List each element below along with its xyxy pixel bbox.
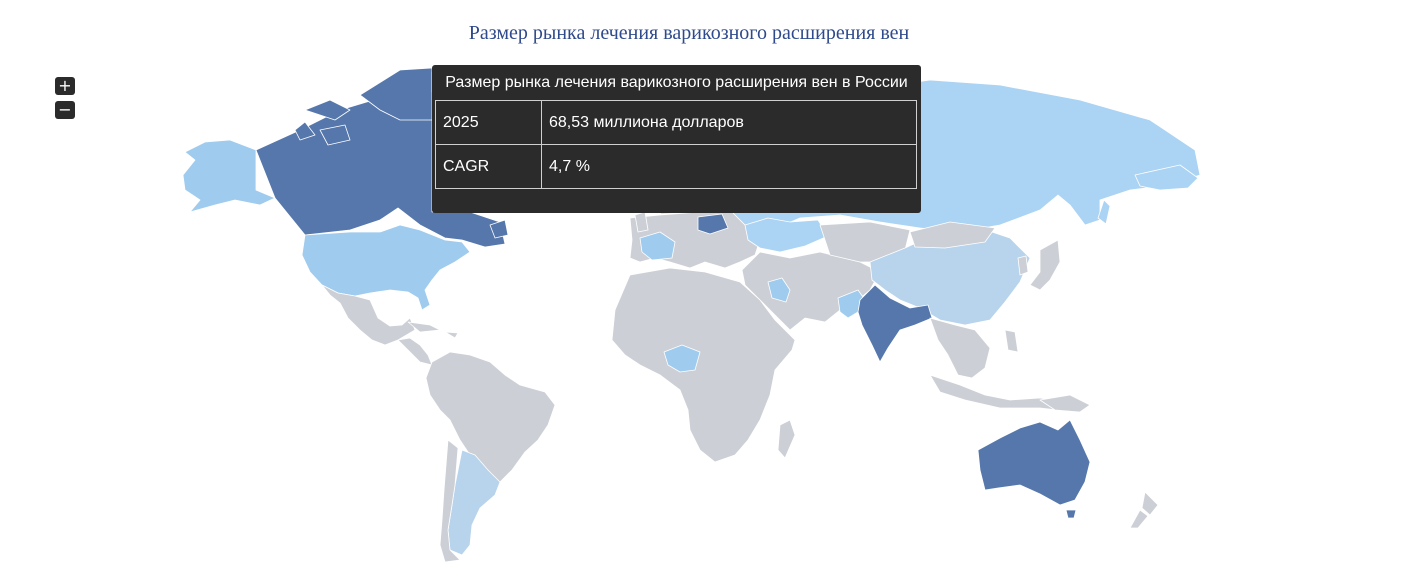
map-title: Размер рынка лечения варикозного расшире… bbox=[468, 22, 910, 44]
zoom-out-button[interactable]: − bbox=[55, 101, 75, 119]
country-us-alaska[interactable] bbox=[182, 139, 276, 213]
country-australia[interactable] bbox=[977, 419, 1091, 506]
region-caribbean[interactable] bbox=[407, 321, 459, 339]
tooltip-title: Размер рынка лечения варикозного расшире… bbox=[445, 74, 908, 91]
tooltip-row-year: 2025 68,53 миллиона долларов bbox=[435, 100, 917, 145]
country-india[interactable] bbox=[857, 284, 933, 363]
region-philippines[interactable] bbox=[1004, 329, 1019, 353]
country-tooltip: Размер рынка лечения варикозного расшире… bbox=[432, 65, 921, 213]
region-africa[interactable] bbox=[611, 267, 796, 463]
country-poland[interactable] bbox=[697, 213, 729, 235]
country-new-zealand[interactable] bbox=[1129, 491, 1159, 529]
country-chile[interactable] bbox=[439, 439, 461, 563]
tooltip-key: CAGR bbox=[435, 144, 542, 189]
tooltip-value: 68,53 миллиона долларов bbox=[541, 100, 917, 145]
country-uk[interactable] bbox=[634, 211, 649, 233]
country-russia-sakhalin[interactable] bbox=[1097, 199, 1111, 225]
country-nigeria[interactable] bbox=[663, 344, 701, 373]
country-mexico[interactable] bbox=[321, 284, 416, 346]
tooltip-value: 4,7 % bbox=[541, 144, 917, 189]
country-korea[interactable] bbox=[1017, 255, 1029, 276]
country-france[interactable] bbox=[639, 231, 676, 261]
region-papua-new-guinea[interactable] bbox=[1039, 394, 1091, 413]
tooltip-table: 2025 68,53 миллиона долларов CAGR 4,7 % bbox=[435, 100, 917, 189]
region-central-america[interactable] bbox=[397, 337, 433, 366]
country-japan[interactable] bbox=[1029, 239, 1061, 291]
country-canada-arctic-islands[interactable] bbox=[294, 67, 433, 146]
country-canada-newfoundland[interactable] bbox=[489, 219, 509, 239]
region-south-america[interactable] bbox=[425, 351, 556, 501]
country-madagascar[interactable] bbox=[777, 419, 796, 459]
region-southeast-asia[interactable] bbox=[929, 317, 991, 379]
country-iraq[interactable] bbox=[767, 277, 791, 303]
country-australia-tasmania[interactable] bbox=[1065, 509, 1077, 519]
zoom-in-button[interactable]: + bbox=[55, 77, 75, 95]
tooltip-row-cagr: CAGR 4,7 % bbox=[435, 144, 917, 189]
tooltip-key: 2025 bbox=[435, 100, 542, 145]
country-russia-east-cape[interactable] bbox=[1134, 164, 1199, 191]
country-ukraine[interactable] bbox=[744, 217, 829, 253]
country-mongolia[interactable] bbox=[909, 221, 996, 249]
